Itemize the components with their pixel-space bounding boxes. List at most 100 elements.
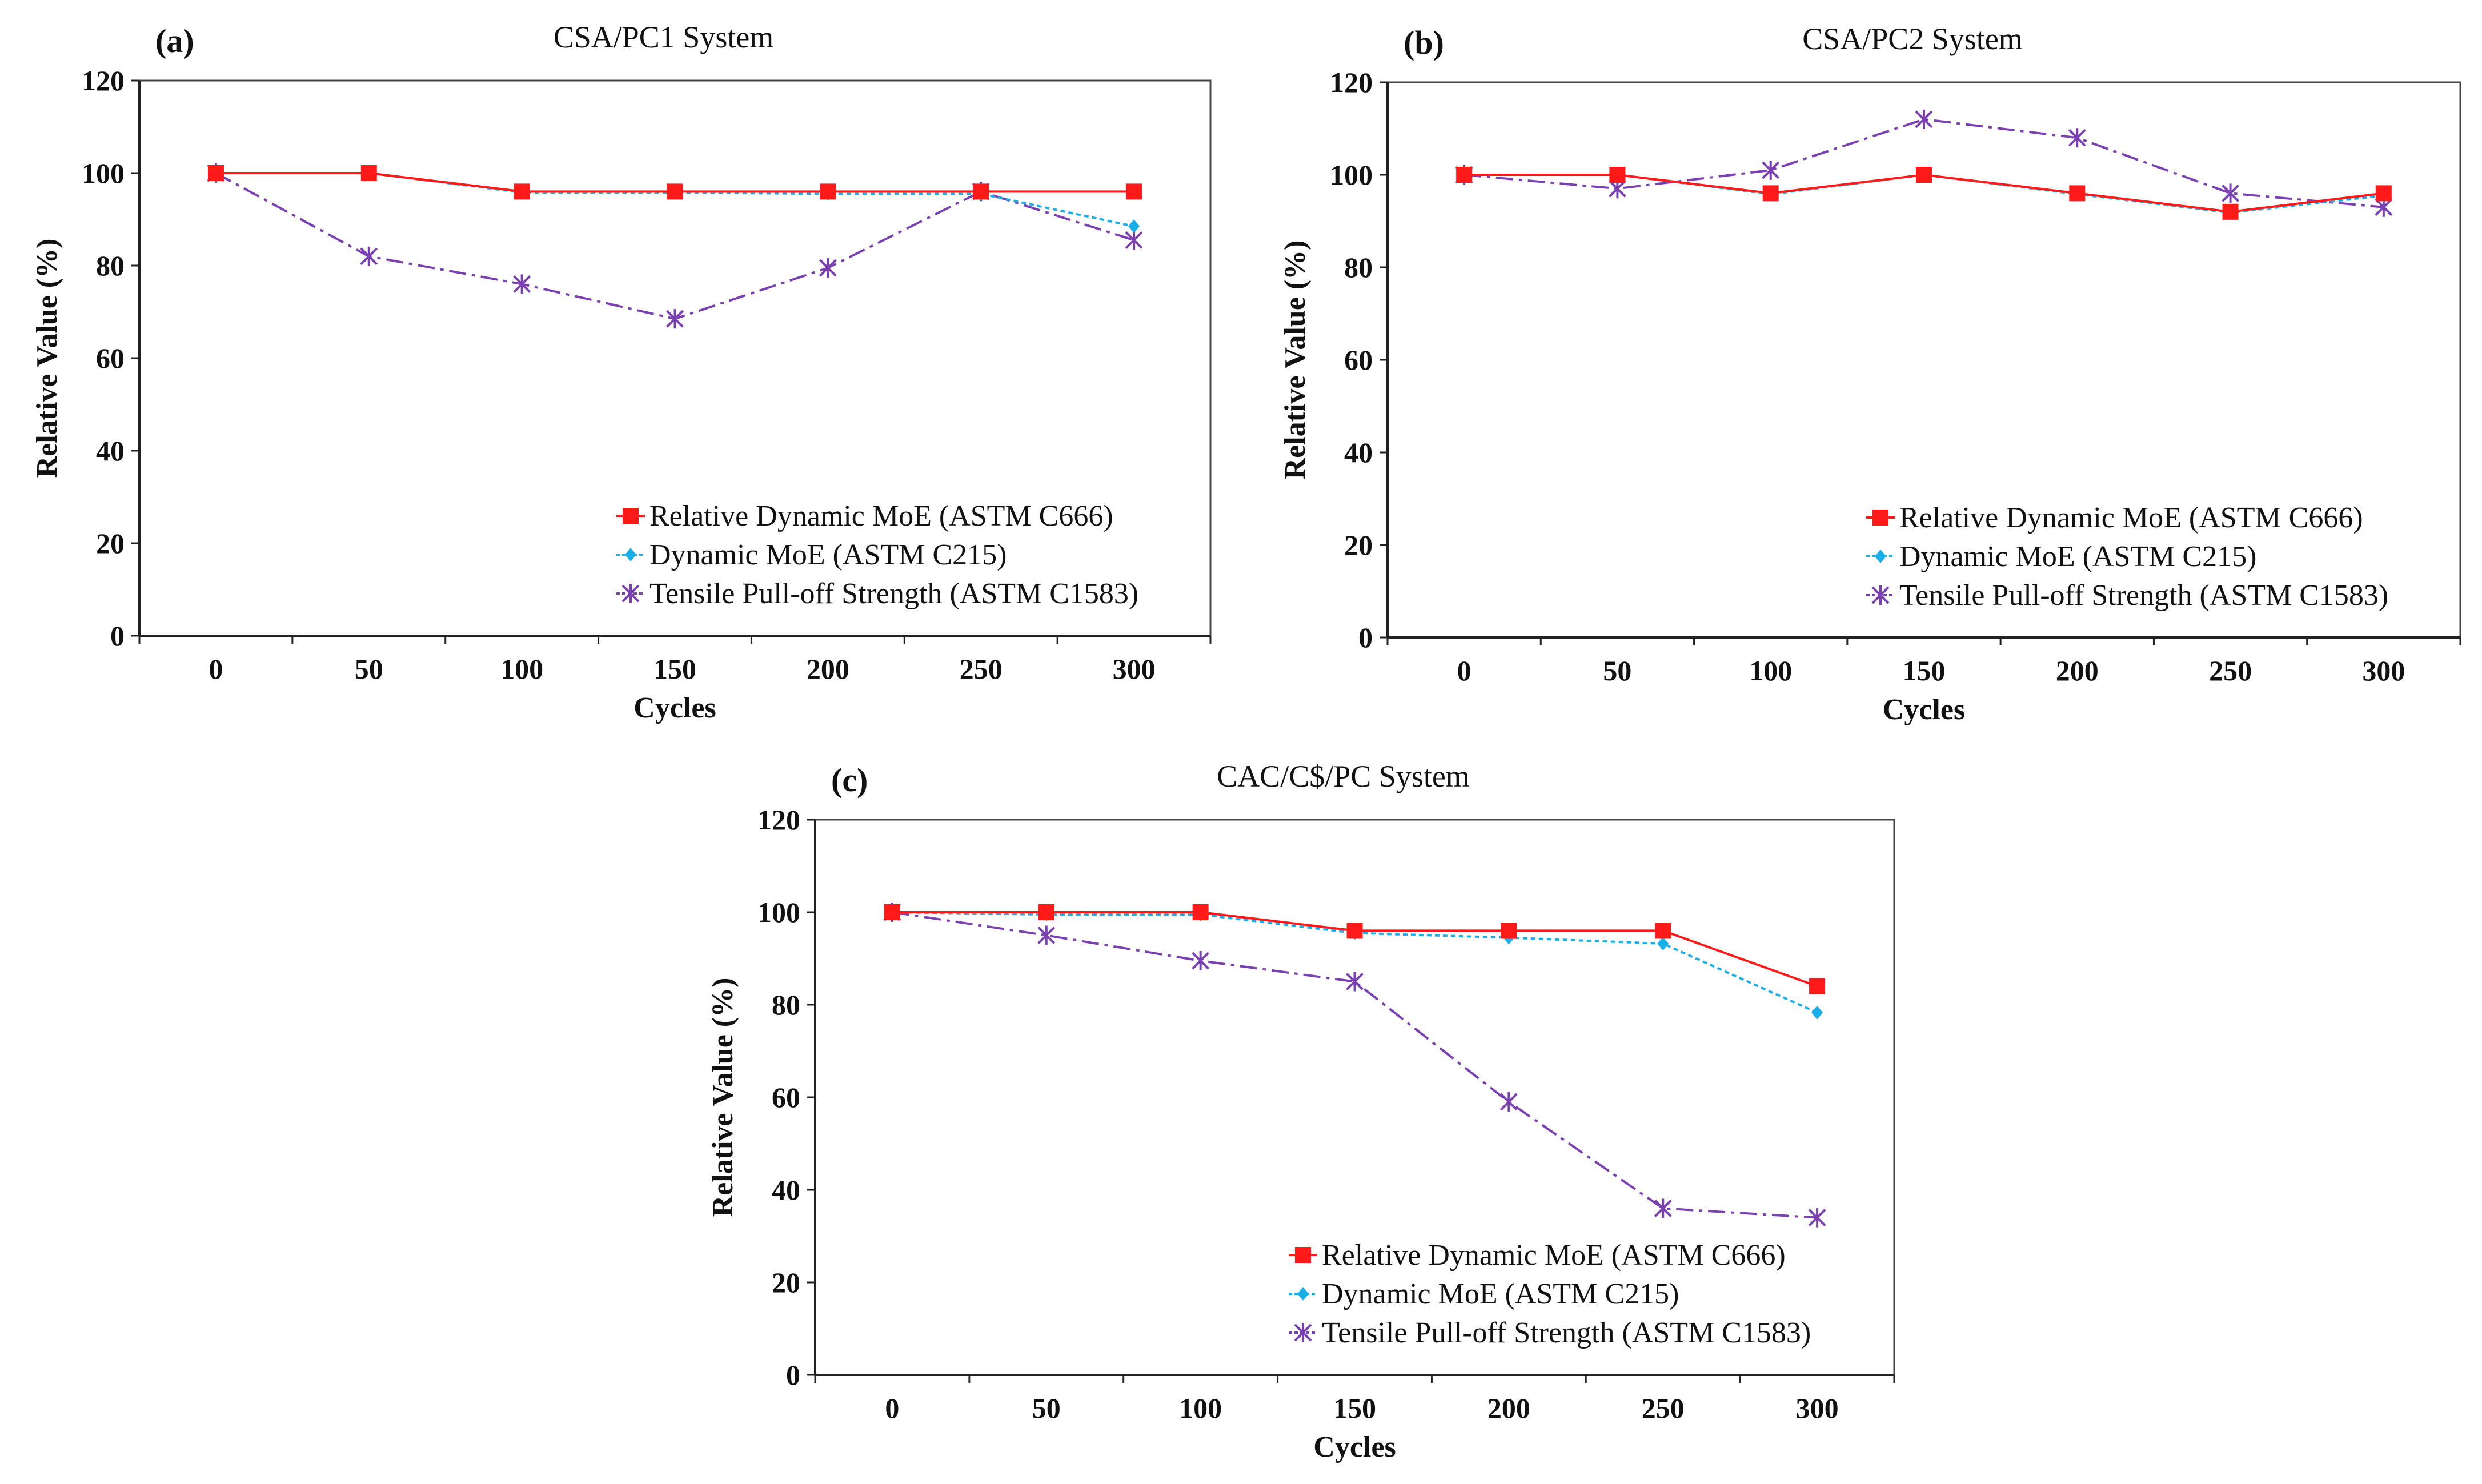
legend-label: Relative Dynamic MoE (ASTM C666) [649, 500, 1113, 532]
data-point [1655, 923, 1671, 939]
data-point [1762, 160, 1780, 180]
legend-marker [1875, 550, 1886, 563]
legend-label: Relative Dynamic MoE (ASTM C666) [1322, 1239, 1786, 1272]
chart-title: CSA/PC2 System [1802, 22, 2023, 56]
y-tick-label: 100 [1330, 159, 1373, 191]
data-point [1657, 937, 1669, 951]
chart-panel-c: 0 20 40 60 80 100 120 0 50 100 150 200 250 300 Cycles R… [707, 759, 1895, 1463]
x-axis-label: Cycles [1883, 693, 1965, 726]
legend-label: Relative Dynamic MoE (ASTM C666) [1899, 502, 2363, 534]
data-point [666, 309, 684, 329]
data-point [514, 183, 530, 200]
legend-marker [1297, 1287, 1309, 1301]
series-line [892, 911, 1818, 1219]
x-tick-label: 0 [1457, 655, 1471, 687]
data-point [1037, 925, 1056, 945]
data-point [1762, 185, 1779, 202]
data-point [360, 246, 378, 266]
data-point [513, 274, 531, 294]
data-point [973, 183, 989, 200]
data-point [1346, 923, 1363, 939]
chart-panel-a: 0 20 40 60 80 100 120 0 50 100 150 200 250 300 Cycles R… [31, 20, 1212, 724]
x-axis-label: Cycles [633, 692, 716, 724]
legend-item-dm: Dynamic MoE (ASTM C215) [1289, 1278, 1679, 1310]
data-point [1499, 1092, 1518, 1112]
y-tick-label: 80 [772, 989, 800, 1021]
data-point [819, 258, 837, 278]
series-rdm [884, 904, 1826, 994]
series-rdm [207, 165, 1142, 200]
legend-marker [1871, 585, 1890, 605]
series-tps [883, 903, 1826, 1228]
y-tick-label: 60 [772, 1081, 800, 1113]
data-point [884, 904, 900, 920]
data-point [1192, 951, 1210, 971]
x-tick-label: 250 [1642, 1392, 1685, 1424]
y-tick-label: 100 [757, 896, 800, 928]
y-tick-label: 40 [772, 1174, 800, 1206]
y-tick-label: 40 [1344, 436, 1373, 468]
panel-label: (a) [155, 22, 194, 59]
legend-marker [621, 584, 640, 603]
y-tick-label: 120 [1330, 66, 1373, 98]
panel-label: (c) [831, 761, 868, 799]
y-tick-label: 60 [96, 342, 125, 374]
x-tick-label: 200 [807, 653, 849, 685]
data-point [1808, 1208, 1826, 1228]
y-axis-label: Relative Value (%) [1279, 240, 1312, 480]
legend-item-rdm: Relative Dynamic MoE (ASTM C666) [1866, 502, 2363, 534]
legend-marker [625, 548, 636, 561]
x-tick-label: 300 [2362, 655, 2405, 687]
legend-marker [623, 508, 639, 524]
data-point [1128, 219, 1140, 234]
data-point [2069, 185, 2086, 202]
legend-item-tps: Tensile Pull-off Strength (ASTM C1583) [1866, 579, 2388, 612]
data-point [207, 165, 224, 181]
data-point [1654, 1198, 1672, 1218]
series-line [1463, 118, 2384, 208]
x-tick-label: 150 [1333, 1392, 1376, 1424]
y-tick-label: 60 [1344, 344, 1373, 376]
data-point [2068, 128, 2086, 148]
legend-item-tps: Tensile Pull-off Strength (ASTM C1583) [616, 577, 1138, 610]
data-point [1609, 167, 1626, 183]
x-axis-label: Cycles [1313, 1431, 1396, 1463]
x-tick-label: 300 [1796, 1392, 1839, 1424]
data-point [2222, 203, 2239, 220]
x-tick-label: 100 [500, 653, 543, 685]
y-tick-label: 0 [110, 620, 125, 652]
data-point [1809, 978, 1826, 994]
legend-marker [1872, 510, 1888, 526]
data-point [2375, 185, 2392, 202]
x-tick-label: 250 [2209, 655, 2252, 687]
legend-label: Dynamic MoE (ASTM C215) [1322, 1278, 1679, 1310]
x-tick-label: 100 [1749, 655, 1792, 687]
legend-marker [1295, 1247, 1311, 1263]
x-tick-label: 50 [355, 653, 383, 685]
y-tick-label: 80 [1344, 251, 1373, 283]
legend-label: Dynamic MoE (ASTM C215) [649, 539, 1007, 571]
x-tick-label: 300 [1113, 653, 1156, 685]
y-tick-label: 20 [96, 527, 125, 559]
y-axis-label: Relative Value (%) [707, 978, 739, 1217]
y-tick-label: 0 [1358, 621, 1373, 653]
data-point [1501, 923, 1517, 939]
series-tps [1455, 109, 2393, 217]
legend-label: Dynamic MoE (ASTM C215) [1899, 540, 2256, 573]
y-tick-label: 120 [82, 65, 125, 97]
legend-label: Tensile Pull-off Strength (ASTM C1583) [1899, 579, 2388, 612]
y-tick-label: 20 [772, 1266, 800, 1298]
chart-title: CSA/PC1 System [554, 20, 774, 54]
x-tick-label: 150 [653, 653, 696, 685]
chart-panel-b: 0 20 40 60 80 100 120 0 50 100 150 200 250 300 Cycles R… [1279, 22, 2461, 726]
data-point [1915, 109, 1933, 129]
legend-label: Tensile Pull-off Strength (ASTM C1583) [1322, 1317, 1811, 1349]
series-line [215, 172, 1134, 228]
legend-item-rdm: Relative Dynamic MoE (ASTM C666) [1289, 1239, 1786, 1272]
x-tick-label: 250 [960, 653, 1003, 685]
data-point [1346, 972, 1364, 992]
y-tick-label: 120 [757, 804, 800, 836]
x-tick-label: 150 [1903, 655, 1946, 687]
data-point [1456, 167, 1473, 183]
